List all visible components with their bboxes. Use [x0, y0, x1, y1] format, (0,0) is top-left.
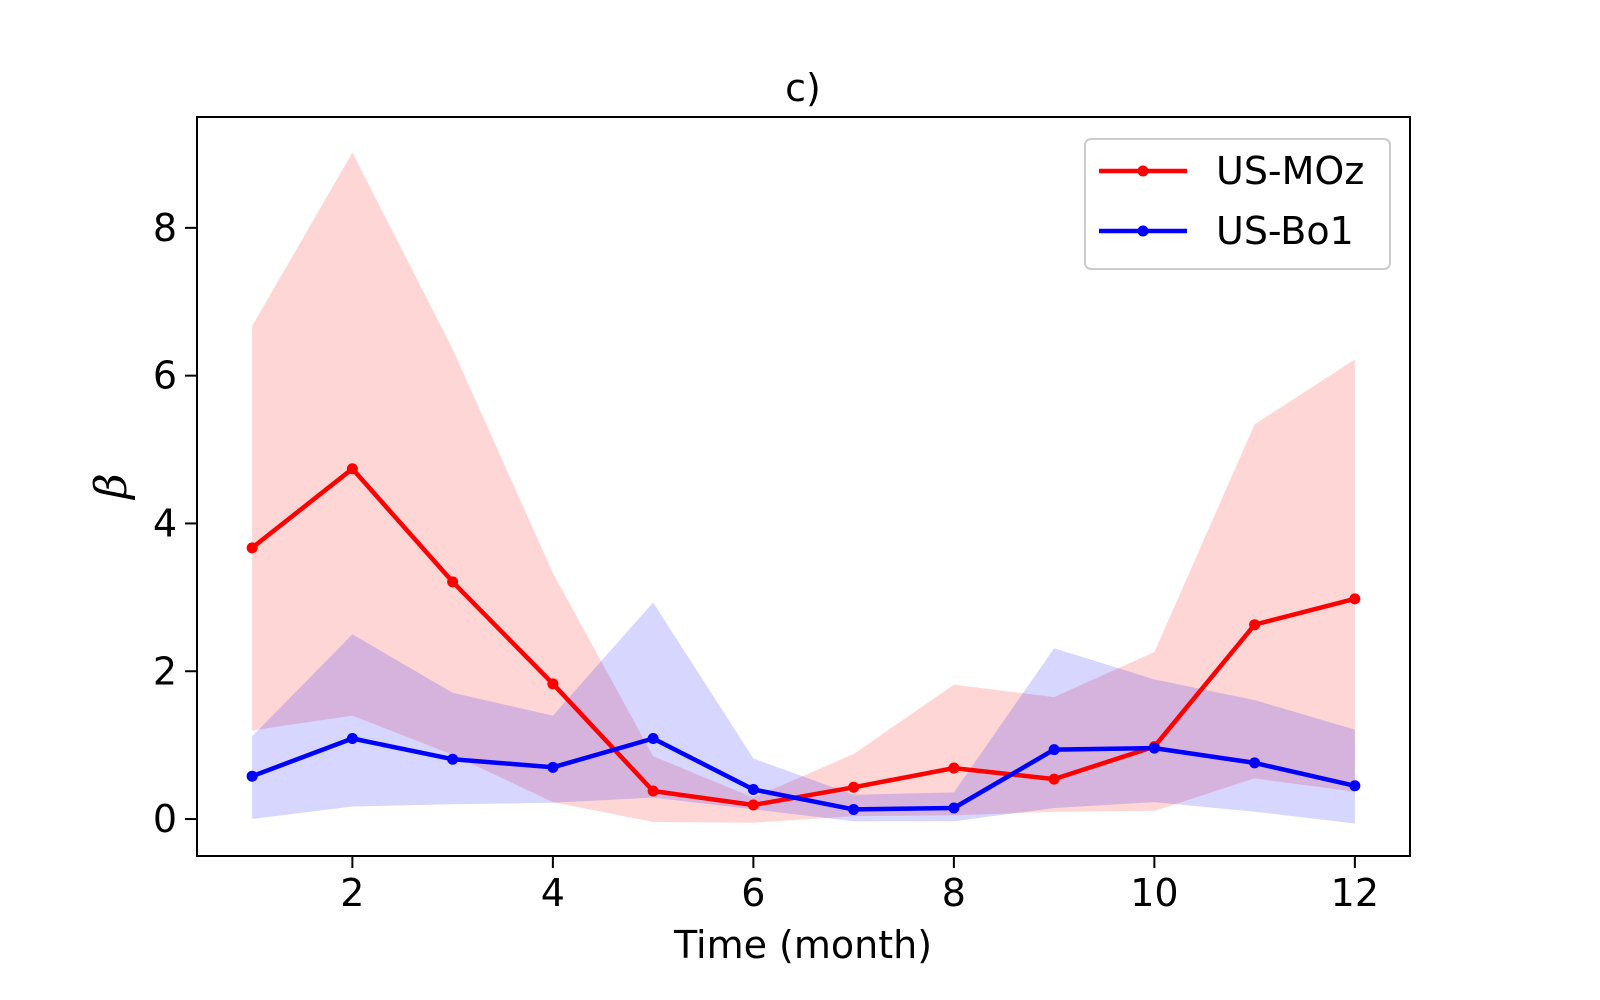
x-tick-label-10: 10 [1130, 871, 1178, 915]
y-tick-label-2: 2 [153, 649, 177, 693]
point-us-bo1-4 [547, 761, 559, 773]
point-us-bo1-6 [747, 783, 759, 795]
point-us-bo1-2 [346, 732, 358, 744]
point-us-bo1-7 [848, 803, 860, 815]
y-tick-label-0: 0 [153, 797, 177, 841]
x-axis-ticks: 2 4 6 8 10 12 [340, 856, 1379, 915]
plot-area [246, 152, 1361, 824]
point-us-bo1-1 [246, 770, 258, 782]
x-tick-label-8: 8 [942, 871, 966, 915]
point-us-bo1-5 [647, 732, 659, 744]
y-tick-label-8: 8 [153, 206, 177, 250]
point-us-bo1-12 [1349, 780, 1361, 792]
point-us-moz-9 [1048, 773, 1060, 785]
point-us-bo1-11 [1249, 757, 1261, 769]
point-us-moz-2 [346, 463, 358, 475]
point-us-bo1-8 [948, 802, 960, 814]
y-tick-label-4: 4 [153, 501, 177, 545]
y-tick-label-6: 6 [153, 354, 177, 398]
legend-label-us-bo1: US-Bo1 [1216, 209, 1354, 253]
y-axis-title: β [86, 473, 137, 500]
legend: US-MOz US-Bo1 [1084, 138, 1391, 270]
point-us-bo1-10 [1148, 742, 1160, 754]
point-us-bo1-9 [1048, 744, 1060, 756]
legend-marker-us-moz [1137, 165, 1149, 177]
plot-frame [196, 116, 1411, 857]
line-us-bo1 [251, 736, 1356, 812]
point-us-moz-8 [948, 762, 960, 774]
point-us-moz-1 [246, 542, 258, 554]
legend-marker-us-bo1 [1137, 225, 1149, 237]
band-us-bo1 [252, 602, 1355, 824]
point-us-moz-3 [447, 576, 459, 588]
point-us-moz-7 [848, 781, 860, 793]
series-lines [250, 466, 1356, 812]
point-us-moz-5 [647, 785, 659, 797]
legend-label-us-moz: US-MOz [1216, 149, 1364, 193]
line-us-moz [250, 466, 1356, 808]
x-axis-title: Time (month) [673, 923, 932, 967]
x-tick-label-4: 4 [541, 871, 565, 915]
x-tick-label-2: 2 [340, 871, 364, 915]
point-us-moz-4 [547, 678, 559, 690]
x-tick-label-12: 12 [1331, 871, 1379, 915]
point-us-bo1-3 [447, 753, 459, 765]
point-us-moz-12 [1349, 593, 1361, 605]
point-us-moz-11 [1249, 619, 1261, 631]
point-us-moz-6 [747, 799, 759, 811]
series-points [246, 463, 1361, 815]
y-axis-ticks: 0 2 4 6 8 [153, 206, 197, 841]
chart-title: c) [785, 66, 821, 110]
x-tick-label-6: 6 [741, 871, 765, 915]
